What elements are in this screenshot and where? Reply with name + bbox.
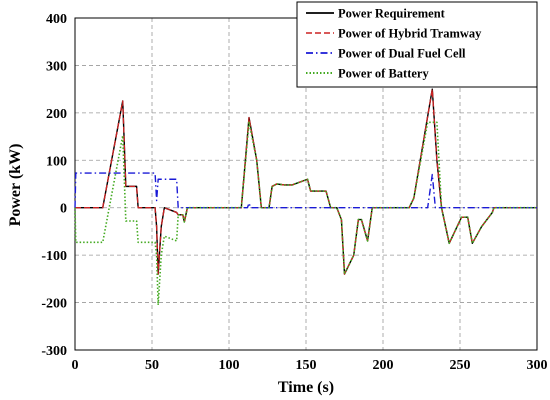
x-tick-label: 150 <box>296 358 317 373</box>
y-tick-label: -100 <box>41 249 67 264</box>
x-tick-label: 100 <box>219 358 240 373</box>
y-tick-label: -200 <box>41 297 67 312</box>
y-tick-label: 400 <box>46 12 67 27</box>
x-axis-label: Time (s) <box>278 379 334 396</box>
y-tick-label: 300 <box>46 59 67 74</box>
legend-label: Power of Dual Fuel Cell <box>338 47 466 61</box>
x-tick-labels: 0 50 100 150 200 250 300 <box>72 358 548 373</box>
x-tick-label: 250 <box>450 358 471 373</box>
x-tick-label: 300 <box>527 358 548 373</box>
legend-items: Power Requirement Power of Hybrid Tramway… <box>306 7 482 81</box>
legend-label: Power of Hybrid Tramway <box>338 27 482 41</box>
y-tick-label: -300 <box>41 344 67 359</box>
x-tick-label: 50 <box>145 358 159 373</box>
y-tick-labels: -300 -200 -100 0 100 200 300 400 <box>41 12 67 359</box>
legend-label: Power of Battery <box>338 67 429 81</box>
y-tick-label: 100 <box>46 154 67 169</box>
series-line-2 <box>75 88 537 275</box>
x-tick-label: 200 <box>373 358 394 373</box>
legend-box <box>296 1 538 88</box>
legend: Power Requirement Power of Hybrid Tramway… <box>296 1 538 88</box>
y-tick-label: 0 <box>60 202 67 217</box>
legend-label: Power Requirement <box>338 7 446 21</box>
y-axis-label: Power (kW) <box>7 144 24 227</box>
series-group <box>74 88 537 306</box>
x-tick-label: 0 <box>72 358 79 373</box>
series-line-3 <box>74 172 537 209</box>
y-tick-label: 200 <box>46 107 67 122</box>
series-line-4 <box>74 121 537 306</box>
